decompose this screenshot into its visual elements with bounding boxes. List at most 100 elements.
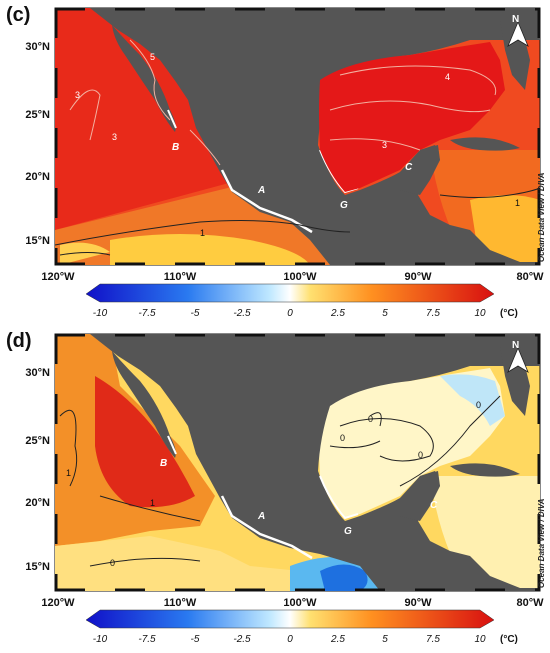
lat-labels: 30°N 25°N 20°N 15°N — [25, 367, 50, 573]
north-arrow-icon: N — [507, 14, 529, 47]
colorbar — [85, 283, 495, 303]
land-yucatan — [400, 471, 440, 521]
contour-label: 0 — [368, 414, 373, 424]
frame-dash — [54, 7, 541, 266]
site-label: C — [430, 500, 438, 511]
colorbar-tick: -10 — [93, 634, 108, 645]
panel-d: (d) — [0, 326, 550, 648]
colorbar-ticks: -10 -7.5 -5 -2.5 0 2.5 5 7.5 10 — [93, 634, 486, 645]
contour-label: 0 — [418, 450, 423, 460]
site-label: A — [257, 511, 265, 522]
map-svg: 0 0 0 0 1 1 0 A B C G 30°N 25°N 20°N 15°… — [25, 333, 546, 645]
colorbar-tick: -10 — [93, 308, 108, 319]
contours — [69, 39, 497, 166]
land-mexico — [90, 334, 540, 591]
panel-label: (d) — [6, 330, 32, 352]
colorbar-tick: 2.5 — [330, 308, 345, 319]
lon-label: 90°W — [404, 597, 432, 609]
colorbar-tick: -5 — [191, 308, 200, 319]
contour-label: 0 — [340, 433, 345, 443]
colorbar-tick: 7.5 — [426, 308, 440, 319]
gulf-blue-edge — [440, 374, 505, 426]
lat-label: 15°N — [25, 235, 50, 247]
land-baja — [112, 25, 176, 132]
colorbar-tick: -2.5 — [233, 634, 251, 645]
ocean-red — [95, 376, 195, 508]
ocean-yellow-patch — [110, 234, 310, 265]
site-label-group: A B C G — [160, 458, 438, 537]
contour-label: 4 — [445, 72, 450, 82]
site-label: G — [340, 200, 348, 211]
contours-black — [59, 395, 501, 567]
lat-labels: 30°N 25°N 20°N 15°N — [25, 41, 50, 247]
coast-highlight — [167, 109, 177, 129]
coast-highlight — [220, 495, 313, 560]
colorbar-tick: 5 — [382, 634, 388, 645]
lon-label: 120°W — [41, 271, 75, 283]
ocean-yellow-patch — [60, 242, 110, 265]
colorbar-ticks: -10 -7.5 -5 -2.5 0 2.5 5 7.5 10 — [93, 308, 486, 319]
lat-label: 25°N — [25, 435, 50, 447]
site-label: G — [344, 526, 352, 537]
colorbar-tick: 0 — [287, 308, 293, 319]
lat-label: 15°N — [25, 561, 50, 573]
map-svg: 3 4 3 3 5 1 1 A B C G 30°N 25°N 20°N — [25, 7, 546, 319]
contour-label: 0 — [476, 400, 481, 410]
colorbar-tick: 2.5 — [330, 634, 345, 645]
contour-label-group: 3 4 3 3 5 — [75, 52, 450, 150]
north-arrow-icon: N — [507, 340, 529, 373]
lon-label: 110°W — [164, 271, 197, 283]
contour-label: 0 — [110, 558, 115, 568]
lon-label: 90°W — [404, 271, 432, 283]
colorbar-unit: (°C) — [500, 308, 518, 319]
lon-label: 100°W — [283, 271, 317, 283]
contour-label: 1 — [66, 468, 71, 478]
colorbar-tick: -2.5 — [233, 308, 251, 319]
lat-label: 30°N — [25, 41, 50, 53]
lat-label: 20°N — [25, 497, 50, 509]
site-label: C — [405, 162, 413, 173]
lon-label: 110°W — [164, 597, 197, 609]
colorbar — [85, 609, 495, 629]
colorbar-tick: 5 — [382, 308, 388, 319]
lat-label: 30°N — [25, 367, 50, 379]
lat-label: 20°N — [25, 171, 50, 183]
colorbar-tick: -7.5 — [138, 634, 156, 645]
gulf-pale — [319, 368, 505, 518]
site-label: B — [172, 142, 179, 153]
panel-label: (c) — [6, 4, 31, 26]
contour-label: 1 — [150, 498, 155, 508]
lon-labels: 120°W 110°W 100°W 90°W 80°W — [41, 271, 544, 283]
contour-label-group-dark: 1 1 — [200, 198, 520, 238]
colorbar-unit: (°C) — [500, 634, 518, 645]
colorbar-tick: 10 — [474, 634, 486, 645]
frame-dash — [54, 333, 541, 592]
site-label-group: A B C G — [172, 142, 413, 211]
north-label: N — [512, 14, 519, 25]
watermark: Ocean Data View / DIVA — [537, 498, 546, 588]
contours-black — [54, 187, 541, 256]
colorbar-tick: -7.5 — [138, 308, 156, 319]
land-yucatan — [400, 145, 440, 195]
land-cuba — [450, 137, 520, 151]
contour-label-group: 0 0 0 0 1 1 0 — [66, 400, 481, 568]
ocean-light-south — [55, 536, 300, 591]
land-mexico — [90, 8, 540, 265]
lat-label: 25°N — [25, 109, 50, 121]
site-label: A — [257, 185, 265, 196]
contour-label: 1 — [515, 198, 520, 208]
gulf-warm — [319, 42, 505, 192]
lon-label: 80°W — [516, 597, 544, 609]
lon-label: 100°W — [283, 597, 317, 609]
contour-label: 1 — [200, 228, 205, 238]
contour-label: 3 — [112, 132, 117, 142]
contour-label: 3 — [382, 140, 387, 150]
coast-highlight — [220, 169, 313, 234]
coast-highlight — [319, 475, 359, 520]
coast-highlight — [167, 435, 177, 455]
panel-c: (c) — [0, 0, 550, 322]
lon-label: 80°W — [516, 271, 544, 283]
colorbar-tick: 0 — [287, 634, 293, 645]
colorbar-tick: 7.5 — [426, 634, 440, 645]
land-cuba — [450, 463, 520, 477]
